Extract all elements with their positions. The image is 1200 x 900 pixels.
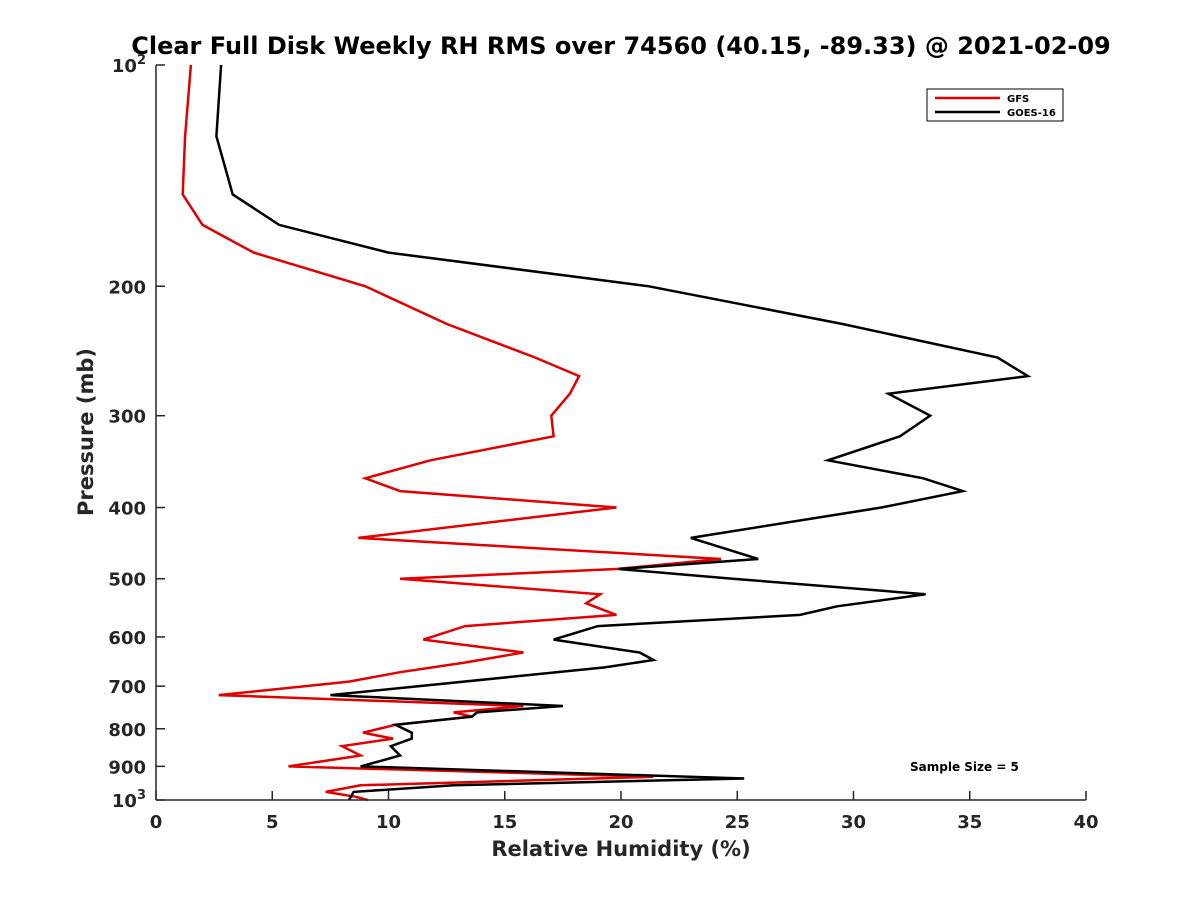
x-tick-label: 40 — [1073, 812, 1098, 833]
x-tick-label: 20 — [608, 812, 633, 833]
legend: GFS GOES-16 — [926, 88, 1064, 122]
y-tick-label: 900 — [108, 757, 146, 778]
y-tick-label: 700 — [108, 677, 146, 698]
series-layer — [181, 64, 1032, 802]
x-axis-label: Relative Humidity (%) — [491, 837, 750, 861]
y-tick-label: 500 — [108, 570, 146, 591]
y-tick-label: 400 — [108, 499, 146, 520]
legend-label: GOES-16 — [1007, 108, 1056, 119]
y-axis-label: Pressure (mb) — [74, 348, 98, 516]
legend-label: GFS — [1007, 94, 1029, 105]
x-tick-label: 5 — [266, 812, 279, 833]
chart-title: Clear Full Disk Weekly RH RMS over 74560… — [131, 32, 1111, 60]
sample-size-annotation: Sample Size = 5 — [910, 760, 1019, 774]
y-tick-label: 300 — [108, 407, 146, 428]
x-tick-label: 0 — [150, 812, 163, 833]
x-tick-label: 15 — [492, 812, 517, 833]
x-tick-label: 35 — [957, 812, 982, 833]
y-tick-label: 102 — [112, 53, 146, 77]
series-line-goes-16 — [215, 64, 1032, 801]
series-line-gfs — [181, 64, 722, 802]
x-tick-label: 30 — [841, 812, 866, 833]
axes: 0 5 10 15 20 25 30 35 40 102 200 300 400 500 600 700 800… — [108, 53, 1098, 833]
y-tick-label: 800 — [108, 720, 146, 741]
x-tick-label: 25 — [725, 812, 750, 833]
y-tick-label: 200 — [108, 277, 146, 298]
y-tick-label: 103 — [112, 788, 146, 812]
y-tick-label: 600 — [108, 628, 146, 649]
x-tick-label: 10 — [376, 812, 401, 833]
legend-box — [926, 88, 1064, 122]
